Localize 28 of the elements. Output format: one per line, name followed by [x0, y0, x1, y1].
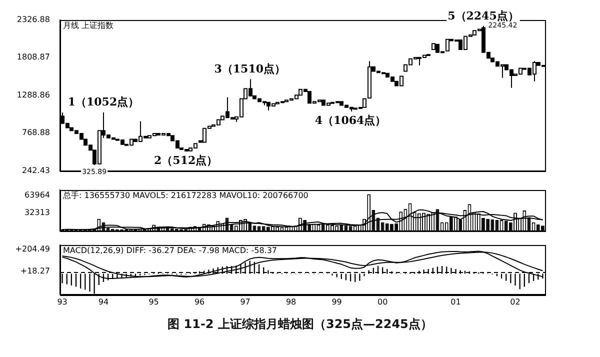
chart-title: MACD(12,26,9) DIFF: -36.27 DEA: -7.98 MACD: -58.37 — [63, 246, 278, 255]
x-tick-label: 00 — [377, 297, 388, 306]
x-tick-label: 02 — [510, 297, 520, 306]
annotation: 4（1064点） — [314, 114, 386, 127]
annotation: 5（2245点） — [448, 9, 519, 22]
y-tick-label: 1808.87 — [16, 52, 50, 62]
y-tick-label: 2326.88 — [16, 15, 50, 24]
x-tick-label: 99 — [332, 297, 342, 306]
x-tick-label: 95 — [148, 297, 159, 306]
y-tick-label: +18.27 — [20, 266, 50, 276]
x-tick-label: 97 — [240, 297, 250, 306]
y-tick-label: +204.49 — [15, 244, 50, 254]
y-tick-label: 768.88 — [22, 128, 50, 137]
chart-title: 总手: 136555730 MAVOL5: 216172283 MAVOL10: 200766700 — [62, 190, 308, 200]
caption: 图 11-2 上证综指月蜡烛图（325点—2245点） — [166, 316, 434, 333]
annotation: 2（512点） — [154, 154, 218, 167]
x-tick-label: 96 — [194, 297, 205, 306]
y-tick-label: 242.43 — [22, 166, 50, 176]
x-tick-label: 98 — [286, 297, 296, 306]
y-tick-label: 63964 — [24, 190, 50, 200]
x-tick-label: 93 — [57, 297, 68, 306]
x-tick-label: 01 — [450, 297, 461, 306]
annotation: 1（1052点） — [68, 96, 140, 109]
chart-title: 月线 上证指数 — [63, 21, 114, 30]
x-tick-label: 94 — [98, 297, 109, 306]
annotation: 3（1510点） — [214, 62, 286, 76]
y-tick-label: 1288.86 — [16, 90, 50, 100]
y-tick-label: 32313 — [24, 208, 50, 218]
